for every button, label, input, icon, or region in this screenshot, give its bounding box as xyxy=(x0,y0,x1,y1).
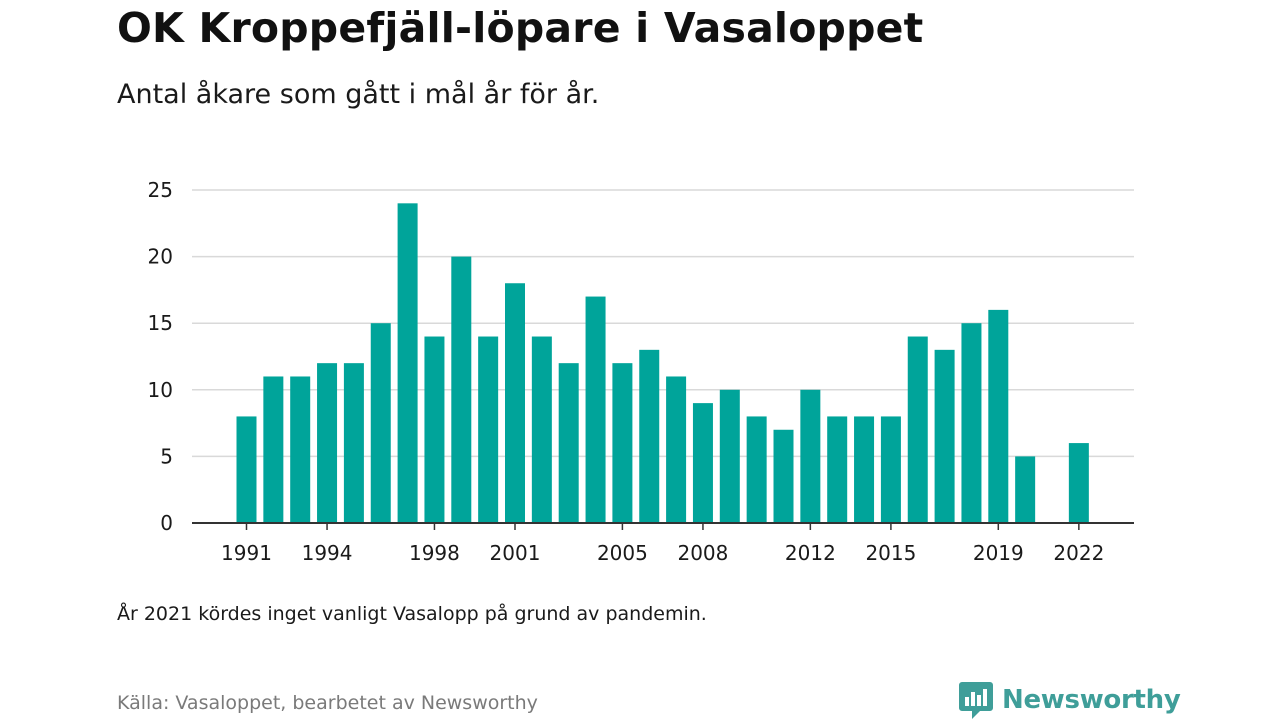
y-tick-label: 10 xyxy=(148,378,173,402)
bar xyxy=(505,283,525,523)
x-tick-label: 2022 xyxy=(1053,541,1104,565)
bar xyxy=(988,309,1009,523)
brand-name: Newsworthy xyxy=(1002,685,1181,715)
y-tick-label: 20 xyxy=(148,245,173,269)
brand-logo[interactable]: Newsworthy xyxy=(958,680,1181,720)
bar xyxy=(961,323,982,523)
y-tick-label: 5 xyxy=(160,444,173,468)
bar xyxy=(317,363,338,523)
bar xyxy=(907,336,928,523)
bar xyxy=(746,416,767,523)
bar xyxy=(585,296,606,523)
source-credit: Källa: Vasaloppet, bearbetet av Newswort… xyxy=(117,692,538,714)
bar xyxy=(531,336,552,523)
bar xyxy=(343,363,364,523)
bar xyxy=(1015,456,1036,523)
bar xyxy=(290,376,311,523)
bar xyxy=(719,389,740,523)
bar xyxy=(800,389,821,523)
bar xyxy=(639,349,660,523)
bar xyxy=(1068,443,1089,523)
bar xyxy=(370,323,391,523)
x-tick-label: 1998 xyxy=(409,541,460,565)
x-tick-label: 2019 xyxy=(973,541,1024,565)
bar xyxy=(397,203,418,523)
bar xyxy=(263,376,284,523)
bar xyxy=(558,363,579,523)
bar xyxy=(478,336,499,523)
x-tick-label: 2001 xyxy=(490,541,541,565)
x-tick-label: 2015 xyxy=(865,541,916,565)
bars xyxy=(236,203,1089,523)
bar xyxy=(451,256,472,523)
x-tick-label: 1994 xyxy=(302,541,353,565)
chart-note: År 2021 kördes inget vanligt Vasalopp på… xyxy=(117,603,707,625)
chart-subtitle: Antal åkare som gått i mål år för år. xyxy=(117,79,600,110)
y-axis-tick-labels: 0 5 10 15 20 25 xyxy=(148,178,173,535)
bar xyxy=(773,429,794,523)
y-tick-label: 0 xyxy=(160,511,173,535)
bar xyxy=(854,416,875,523)
bar xyxy=(827,416,848,523)
bar xyxy=(666,376,687,523)
bar xyxy=(880,416,901,523)
x-tick-label: 2005 xyxy=(597,541,648,565)
chart-title: OK Kroppefjäll-löpare i Vasaloppet xyxy=(117,4,924,52)
y-tick-label: 25 xyxy=(148,178,173,202)
bar xyxy=(934,349,955,523)
x-axis-tick-labels: 1991 1994 1998 2001 2005 2008 2012 2015 2019 2022 xyxy=(221,523,1104,565)
bar xyxy=(424,336,445,523)
newsworthy-logo-icon xyxy=(959,682,993,719)
bar-chart: 0 5 10 15 20 25 1991 1994 1998 2001 2005 2008 2012 2… xyxy=(148,178,1134,565)
x-tick-label: 2008 xyxy=(677,541,728,565)
bar xyxy=(692,403,713,523)
x-tick-label: 1991 xyxy=(221,541,272,565)
bar xyxy=(236,416,257,523)
x-tick-label: 2012 xyxy=(785,541,836,565)
bar xyxy=(612,363,633,523)
y-tick-label: 15 xyxy=(148,311,173,335)
